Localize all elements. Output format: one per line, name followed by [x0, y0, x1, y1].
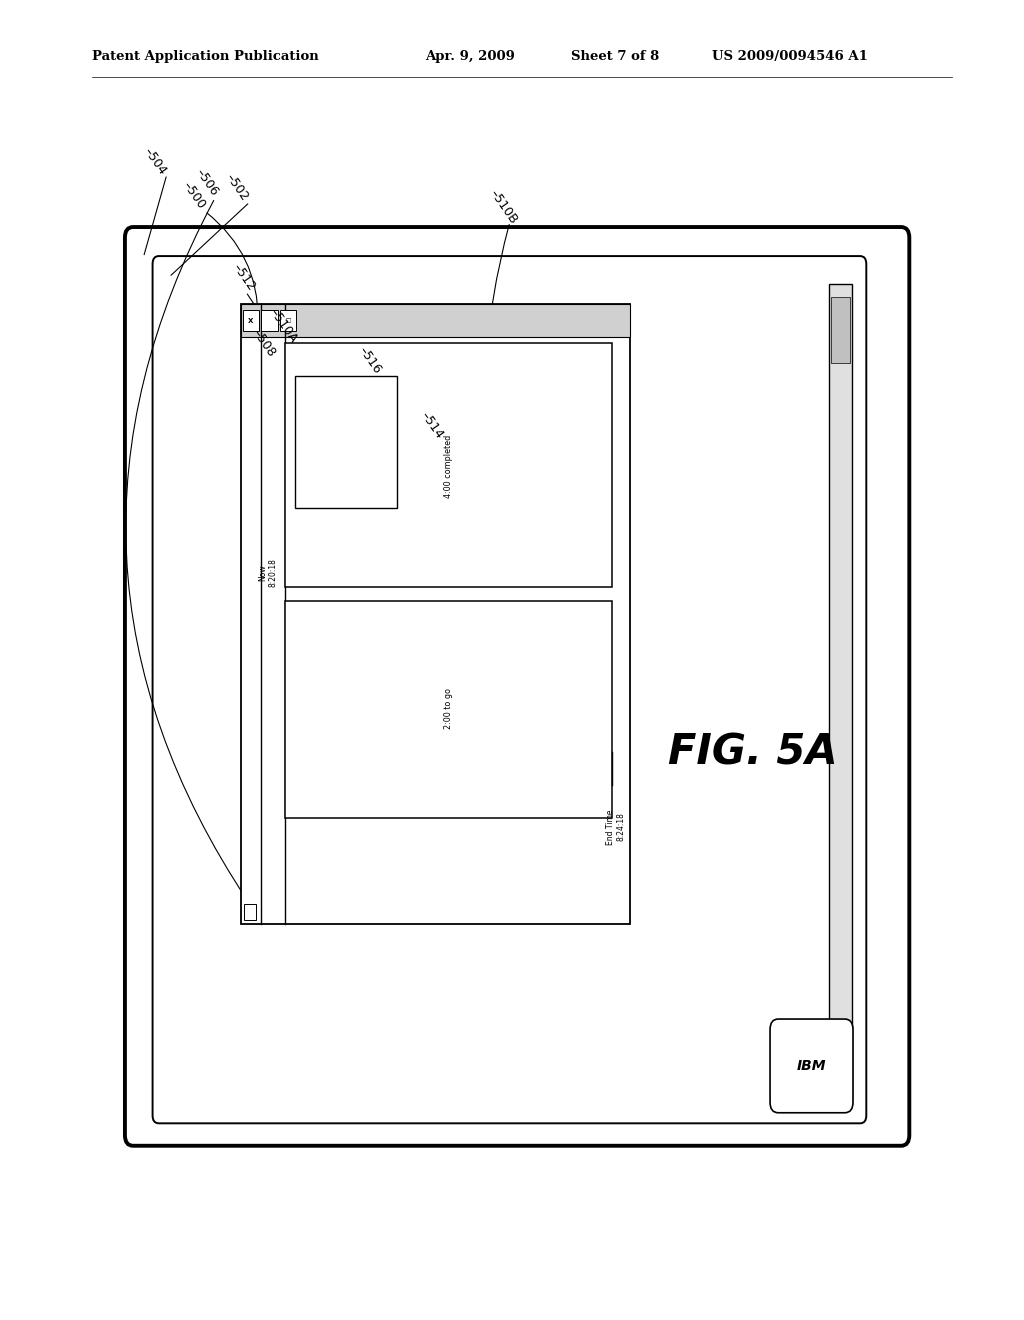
Text: Apr. 9, 2009: Apr. 9, 2009: [425, 50, 515, 63]
Bar: [244, 904, 256, 920]
Bar: [295, 376, 397, 508]
Bar: [285, 343, 612, 587]
Text: Patent Application Publication: Patent Application Publication: [92, 50, 318, 63]
FancyBboxPatch shape: [153, 256, 866, 1123]
FancyBboxPatch shape: [770, 1019, 853, 1113]
Text: 2:00 to go: 2:00 to go: [444, 688, 453, 730]
Bar: [241, 304, 630, 337]
Text: –516: –516: [356, 345, 384, 376]
Text: X: X: [248, 318, 254, 323]
Text: –502: –502: [223, 172, 251, 203]
Text: –510B: –510B: [487, 187, 520, 227]
Text: –508: –508: [250, 327, 278, 359]
Text: US 2009/0094546 A1: US 2009/0094546 A1: [712, 50, 867, 63]
Bar: [261, 310, 278, 331]
Text: Now
8:20:18: Now 8:20:18: [259, 558, 278, 587]
Bar: [285, 601, 612, 818]
Text: –512: –512: [230, 261, 258, 293]
FancyBboxPatch shape: [125, 227, 909, 1146]
Text: –504: –504: [141, 145, 169, 177]
Text: –506: –506: [193, 166, 220, 198]
Text: End Time
8:24:18: End Time 8:24:18: [606, 809, 625, 845]
Text: –514: –514: [418, 409, 445, 441]
Text: Sheet 7 of 8: Sheet 7 of 8: [571, 50, 659, 63]
Bar: [243, 310, 259, 331]
Text: IBM: IBM: [797, 1059, 826, 1073]
Text: –510A: –510A: [267, 306, 300, 346]
Bar: [241, 304, 630, 924]
Text: FIG. 5A: FIG. 5A: [668, 731, 838, 774]
Text: –500: –500: [180, 180, 208, 211]
Bar: [829, 284, 852, 1102]
Bar: [831, 297, 850, 363]
Text: □: □: [285, 318, 291, 323]
Bar: [280, 310, 296, 331]
Text: 4:00 completed: 4:00 completed: [444, 434, 453, 498]
